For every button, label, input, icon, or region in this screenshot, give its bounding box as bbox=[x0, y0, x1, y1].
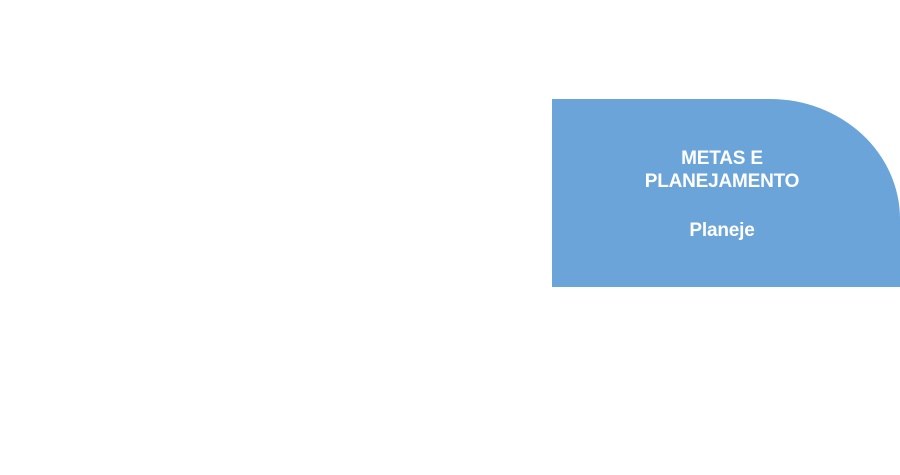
card-title-line1: METAS E bbox=[681, 148, 763, 169]
card-title: METAS E PLANEJAMENTO bbox=[552, 147, 892, 193]
goals-planning-card[interactable]: METAS E PLANEJAMENTO Planeje bbox=[552, 99, 900, 287]
card-title-line2: PLANEJAMENTO bbox=[644, 171, 800, 192]
card-subtitle: Planeje bbox=[689, 220, 755, 241]
